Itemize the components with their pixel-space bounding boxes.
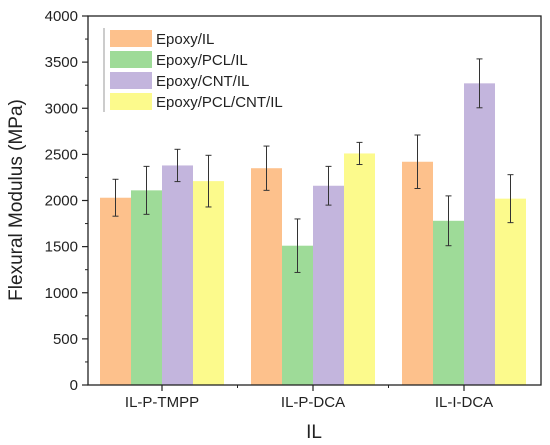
bar-1-2 [251, 168, 282, 385]
legend-label-4: Epoxy/PCL/CNT/IL [156, 94, 283, 111]
y-tick-label-9: 4000 [45, 8, 78, 25]
legend-swatch-4 [110, 93, 152, 110]
error-bar-2-2 [294, 218, 301, 273]
y-tick-label-6: 2500 [45, 146, 78, 163]
y-tick-label-5: 2000 [45, 193, 78, 210]
bar-2-3 [433, 220, 464, 385]
bars [100, 58, 526, 385]
error-bar-1-1 [112, 178, 119, 217]
error-bar-3-1 [174, 148, 181, 183]
y-axis-label: Flexural Modulus (MPa) [6, 99, 27, 301]
y-tick-label-4: 1500 [45, 239, 78, 256]
bar-3-3 [464, 83, 495, 385]
bar-2-1 [131, 190, 162, 385]
y-tick-label-7: 3000 [45, 100, 78, 117]
y-tick-label-8: 3500 [45, 54, 78, 71]
legend-swatch-2 [110, 51, 152, 68]
legend: Epoxy/IL Epoxy/PCL/IL Epoxy/CNT/IL Epoxy/PC… [103, 28, 283, 112]
error-bar-4-3 [507, 174, 514, 224]
error-bar-2-1 [143, 165, 150, 215]
x-tick-label-2: IL-P-DCA [281, 394, 345, 411]
x-tick-label-1: IL-P-TMPP [125, 394, 199, 411]
axes: 0 500 1000 1500 2000 2500 3000 3500 4000 IL-P-TMP… [45, 8, 542, 411]
bar-1-1 [100, 197, 131, 385]
legend-label-2: Epoxy/PCL/IL [156, 52, 248, 69]
legend-label-1: Epoxy/IL [156, 31, 214, 48]
bar-4-2 [344, 153, 375, 385]
y-tick-label-1: 0 [70, 377, 78, 394]
legend-label-3: Epoxy/CNT/IL [156, 73, 249, 90]
bar-1-3 [402, 161, 433, 385]
error-bar-1-2 [263, 145, 270, 191]
bar-4-3 [495, 198, 526, 385]
error-bar-3-3 [476, 58, 483, 109]
x-axis-label: IL [306, 422, 322, 443]
error-bar-2-3 [445, 195, 452, 247]
bar-4-1 [193, 181, 224, 385]
error-bar-4-2 [356, 141, 363, 166]
y-tick-label-3: 1000 [45, 285, 78, 302]
error-bar-3-2 [325, 165, 332, 206]
bar-3-1 [162, 165, 193, 385]
y-tick-label-2: 500 [53, 331, 78, 348]
error-bar-1-3 [414, 134, 421, 190]
legend-swatch-1 [110, 30, 152, 47]
x-tick-label-3: IL-I-DCA [435, 394, 493, 411]
legend-swatch-3 [110, 72, 152, 89]
error-bar-4-1 [205, 154, 212, 208]
bar-3-2 [313, 185, 344, 385]
